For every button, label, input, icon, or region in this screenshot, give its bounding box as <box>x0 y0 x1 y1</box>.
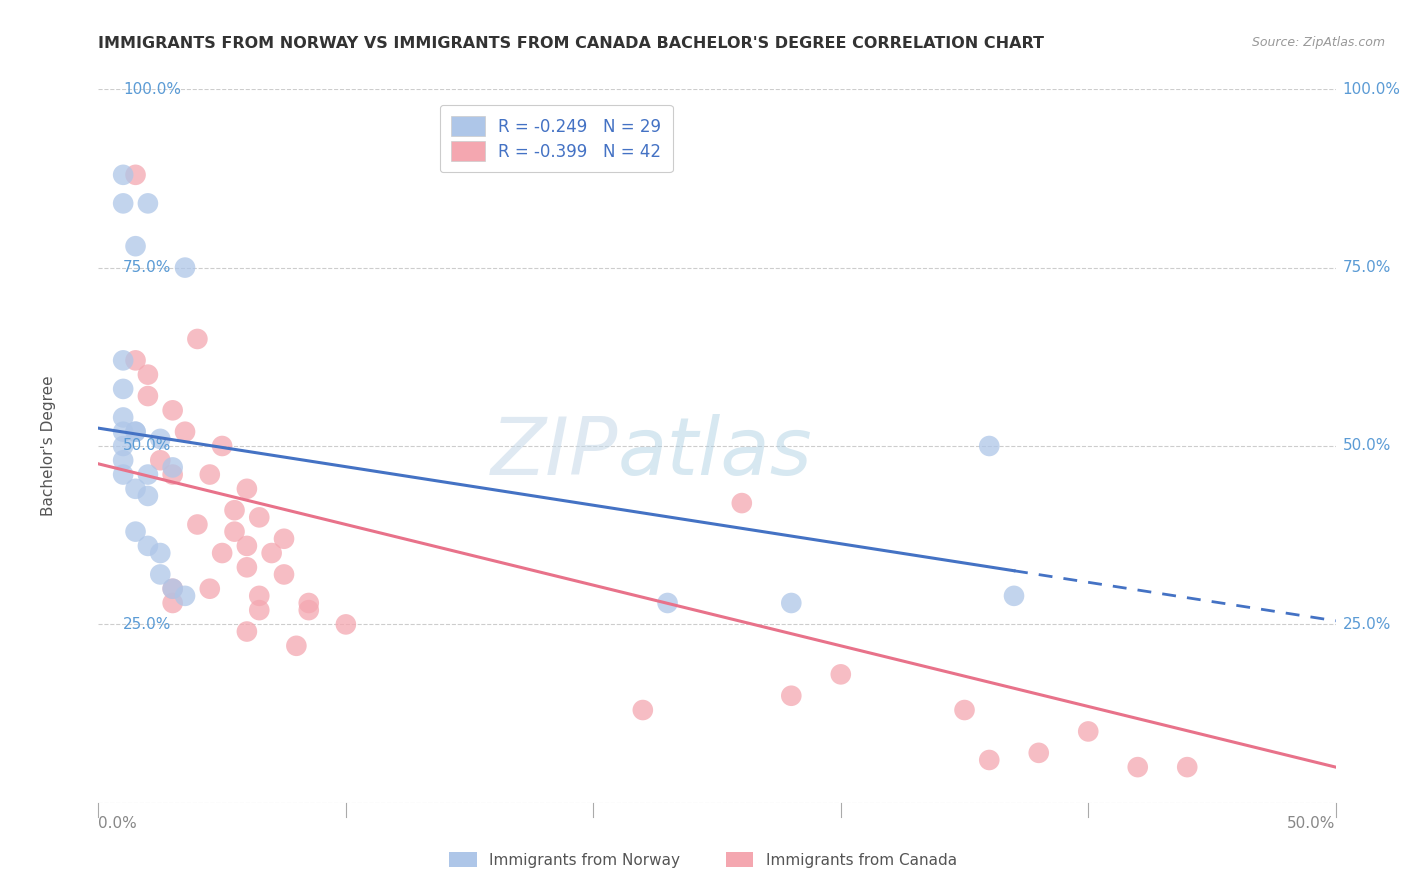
Point <box>162 403 184 417</box>
Point <box>224 524 246 539</box>
Point <box>247 510 270 524</box>
Point <box>1175 760 1198 774</box>
Point <box>1126 760 1149 774</box>
Point <box>149 453 172 467</box>
Point <box>124 239 146 253</box>
Point <box>186 332 208 346</box>
Point <box>112 425 135 439</box>
Text: 50.0%: 50.0% <box>1343 439 1391 453</box>
Point <box>124 482 146 496</box>
Point <box>236 624 259 639</box>
Point <box>236 482 259 496</box>
Point <box>112 467 135 482</box>
Point <box>657 596 679 610</box>
Text: atlas: atlas <box>619 414 813 492</box>
Text: 75.0%: 75.0% <box>124 260 172 275</box>
Text: 100.0%: 100.0% <box>124 82 181 96</box>
Text: 50.0%: 50.0% <box>124 439 172 453</box>
Point <box>136 467 159 482</box>
Text: 25.0%: 25.0% <box>1343 617 1391 632</box>
Point <box>211 439 233 453</box>
Point <box>273 567 295 582</box>
Point <box>236 539 259 553</box>
Point <box>186 517 208 532</box>
Text: Bachelor's Degree: Bachelor's Degree <box>41 376 56 516</box>
Text: 100.0%: 100.0% <box>1343 82 1400 96</box>
Point <box>136 489 159 503</box>
Text: Source: ZipAtlas.com: Source: ZipAtlas.com <box>1251 36 1385 49</box>
Point <box>149 567 172 582</box>
Point <box>112 353 135 368</box>
Point <box>335 617 357 632</box>
Point <box>149 546 172 560</box>
Point <box>149 432 172 446</box>
Point <box>162 582 184 596</box>
Point <box>211 546 233 560</box>
Point <box>247 589 270 603</box>
Point <box>780 596 803 610</box>
Text: ZIP: ZIP <box>491 414 619 492</box>
Point <box>136 539 159 553</box>
Point <box>162 582 184 596</box>
Point <box>124 353 146 368</box>
Point <box>1077 724 1099 739</box>
Point <box>780 689 803 703</box>
Point <box>979 439 1001 453</box>
Legend: R = -0.249   N = 29, R = -0.399   N = 42: R = -0.249 N = 29, R = -0.399 N = 42 <box>440 104 672 172</box>
Point <box>112 168 135 182</box>
Point <box>260 546 283 560</box>
Point <box>198 467 221 482</box>
Point <box>112 382 135 396</box>
Point <box>124 524 146 539</box>
Point <box>112 410 135 425</box>
Text: 0.0%: 0.0% <box>98 816 138 831</box>
Point <box>124 425 146 439</box>
Point <box>198 582 221 596</box>
Point <box>162 460 184 475</box>
Point <box>136 196 159 211</box>
Point <box>224 503 246 517</box>
Point <box>112 196 135 211</box>
Point <box>273 532 295 546</box>
Point <box>112 453 135 467</box>
Point <box>298 596 321 610</box>
Point <box>1028 746 1050 760</box>
Text: 50.0%: 50.0% <box>1288 816 1336 831</box>
Point <box>174 589 197 603</box>
Point <box>174 425 197 439</box>
Point <box>1002 589 1025 603</box>
Point <box>298 603 321 617</box>
Point <box>124 425 146 439</box>
Legend: Immigrants from Norway, Immigrants from Canada: Immigrants from Norway, Immigrants from … <box>441 844 965 875</box>
Point <box>731 496 754 510</box>
Point <box>174 260 197 275</box>
Point <box>162 596 184 610</box>
Point <box>830 667 852 681</box>
Point <box>136 389 159 403</box>
Point <box>124 168 146 182</box>
Point <box>247 603 270 617</box>
Point <box>631 703 654 717</box>
Point <box>953 703 976 717</box>
Point <box>285 639 308 653</box>
Point <box>236 560 259 574</box>
Text: IMMIGRANTS FROM NORWAY VS IMMIGRANTS FROM CANADA BACHELOR'S DEGREE CORRELATION C: IMMIGRANTS FROM NORWAY VS IMMIGRANTS FRO… <box>98 36 1045 51</box>
Point <box>112 439 135 453</box>
Text: 25.0%: 25.0% <box>124 617 172 632</box>
Point <box>979 753 1001 767</box>
Text: 75.0%: 75.0% <box>1343 260 1391 275</box>
Point <box>162 467 184 482</box>
Point <box>136 368 159 382</box>
